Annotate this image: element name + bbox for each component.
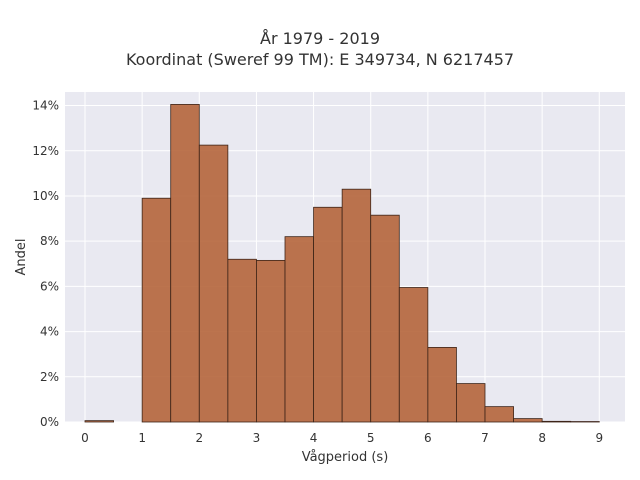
histogram-bar [456, 383, 486, 423]
x-tick-label: 8 [538, 431, 546, 445]
x-tick-label: 5 [367, 431, 375, 445]
x-tick-label: 4 [310, 431, 318, 445]
histogram-bar [170, 104, 200, 423]
y-tick-label: 4% [40, 325, 59, 339]
y-tick-label: 10% [32, 189, 59, 203]
x-tick-labels: 0 1 2 3 4 5 6 7 8 9 [81, 431, 603, 445]
histogram-bar [84, 420, 114, 423]
x-tick-label: 3 [253, 431, 261, 445]
y-tick-label: 0% [40, 415, 59, 429]
histogram-bar [427, 347, 457, 423]
histogram-bar [256, 259, 286, 423]
x-tick-label: 9 [595, 431, 603, 445]
histogram-bar [541, 420, 572, 423]
histogram-bar [198, 144, 229, 423]
histogram-bar [284, 236, 314, 423]
x-tick-label: 2 [195, 431, 203, 445]
x-axis-label: Vågperiod (s) [302, 450, 389, 465]
y-axis-label: Andel [14, 239, 29, 276]
histogram-bar [227, 258, 257, 423]
y-tick-label: 6% [40, 279, 59, 293]
histogram-bar [341, 188, 372, 423]
histogram-bars [84, 104, 600, 423]
histogram-bar [313, 206, 343, 423]
histogram-bar [484, 406, 514, 423]
histogram-bar [513, 418, 543, 423]
y-tick-labels: 0% 2% 4% 6% 8% 10% 12% 14% [32, 99, 59, 429]
y-tick-label: 14% [32, 99, 59, 113]
histogram-bar [141, 197, 172, 423]
y-tick-label: 2% [40, 370, 59, 384]
x-tick-label: 0 [81, 431, 89, 445]
y-tick-label: 12% [32, 144, 59, 158]
chart-title-line-1: År 1979 - 2019 [260, 29, 380, 48]
x-tick-label: 6 [424, 431, 432, 445]
chart-title-line-2: Koordinat (Sweref 99 TM): E 349734, N 62… [125, 50, 515, 69]
histogram-bar [398, 287, 429, 423]
x-tick-label: 1 [138, 431, 146, 445]
histogram-bar [370, 214, 400, 423]
y-tick-label: 8% [40, 234, 59, 248]
x-tick-label: 7 [481, 431, 489, 445]
